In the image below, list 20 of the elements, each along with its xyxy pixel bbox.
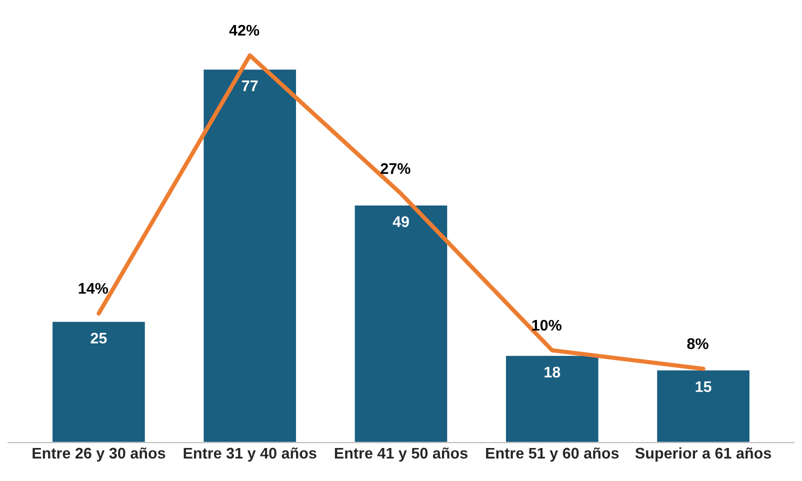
x-tick-label: Entre 31 y 40 años: [184, 447, 316, 462]
data-label: 8%: [687, 338, 708, 350]
data-label: 42%: [229, 24, 260, 36]
data-label: 27%: [380, 163, 410, 174]
data-label: 10%: [532, 320, 562, 331]
bar: [51, 320, 146, 443]
data-label: 18: [544, 366, 560, 378]
data-label: 77: [242, 80, 258, 92]
x-tick-label: Entre 41 y 50 años: [334, 447, 468, 462]
x-tick-label: Entre 26 y 30 años: [32, 447, 166, 462]
x-tick-label: Superior a 61 años: [635, 447, 772, 462]
data-label: 14%: [78, 283, 108, 294]
data-label: 25: [90, 332, 107, 344]
data-label: 49: [392, 216, 409, 228]
bar: [656, 369, 751, 443]
x-tick-label: Entre 51 y 60 años: [486, 447, 619, 462]
data-label: 15: [696, 381, 712, 392]
bar: [202, 68, 298, 443]
bar: [353, 204, 449, 443]
bar: [504, 354, 600, 443]
